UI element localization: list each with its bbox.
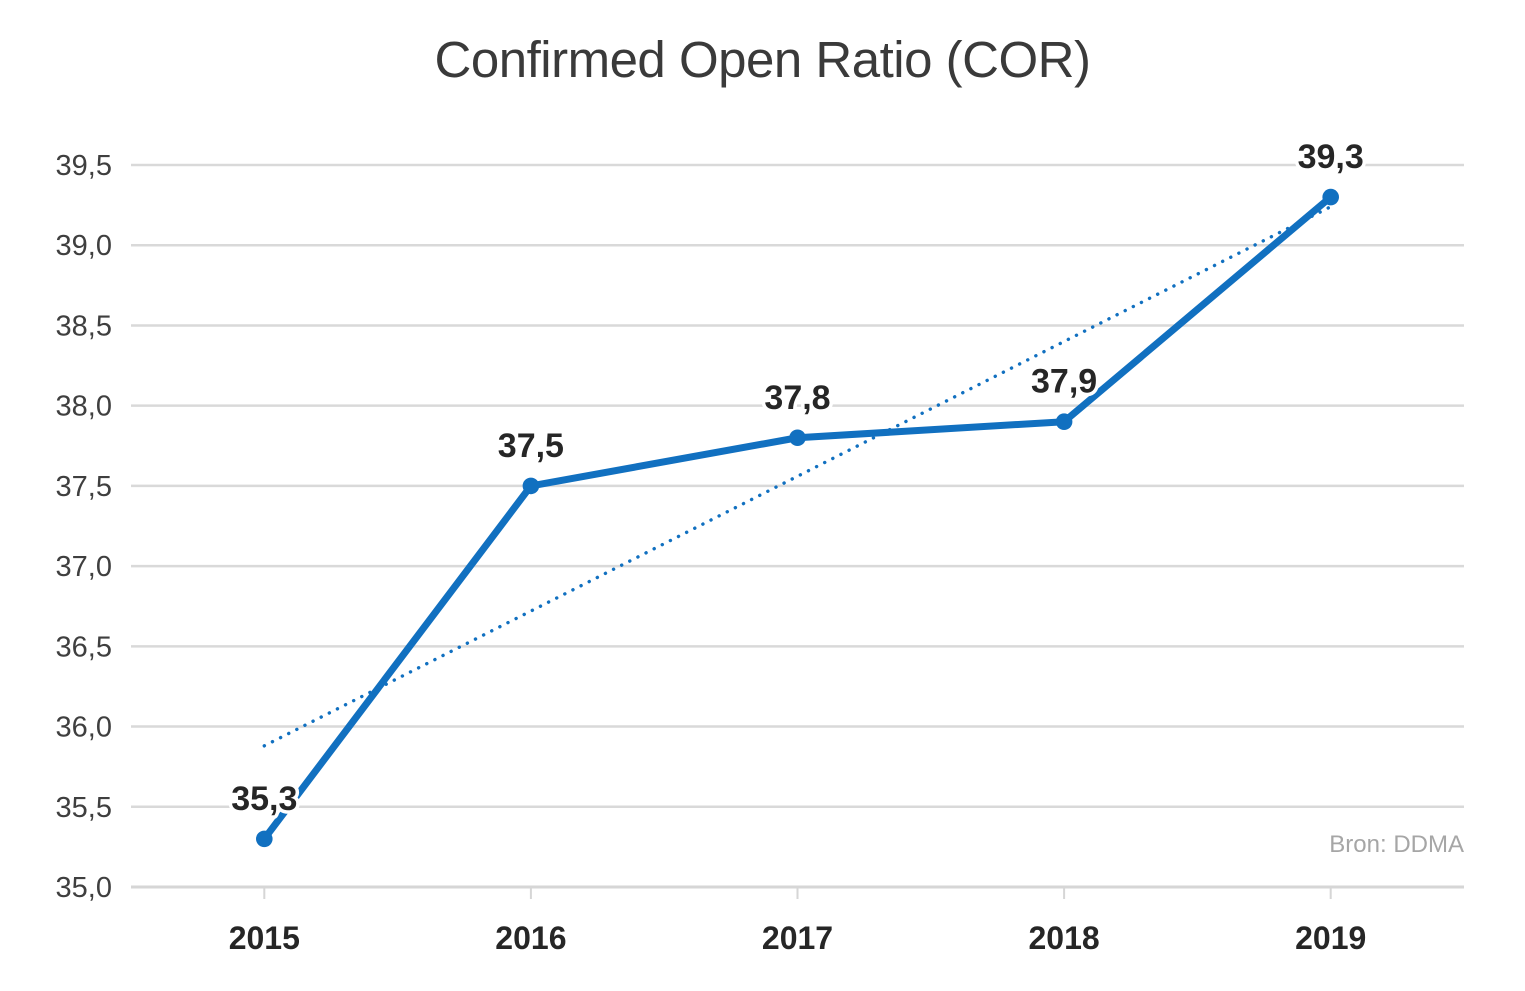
series-layer: [255, 188, 1339, 848]
trendline: [262, 205, 1333, 748]
data-point-label: 37,9: [1031, 363, 1097, 401]
data-point-marker: [1055, 413, 1073, 431]
data-point-marker: [1322, 188, 1339, 206]
y-axis-tick-label: 39,0: [56, 230, 112, 262]
data-point-marker: [255, 830, 273, 848]
x-axis-tick-label: 2016: [495, 920, 566, 956]
y-axis-tick-label: 36,0: [56, 712, 112, 744]
data-point-marker: [522, 477, 540, 495]
y-axis-tick-label: 39,5: [56, 150, 112, 182]
y-axis-tick-label: 38,5: [56, 310, 112, 342]
data-point-label: 37,5: [498, 427, 564, 465]
y-axis-tick-label: 35,0: [56, 872, 112, 904]
data-point-marker: [789, 429, 806, 447]
source-credit: Bron: DDMA: [1329, 831, 1464, 858]
y-axis-tick-label: 35,5: [56, 792, 112, 824]
x-axis-tick-label: 2018: [1029, 920, 1100, 956]
x-axis-tick-label: 2019: [1295, 920, 1366, 956]
y-axis-tick-label: 36,5: [56, 631, 112, 663]
axes-layer: 35,0 35,5 36,0 36,5 37,0 37,5 38,0 38,5 39,0 39,5…: [56, 150, 1464, 956]
data-point-label: 39,3: [1298, 138, 1364, 176]
x-axis-tick-label: 2015: [229, 920, 300, 956]
data-labels-layer: 35,3 37,5 37,8 37,9 39,3: [228, 135, 1368, 822]
y-axis-tick-label: 37,0: [56, 551, 112, 583]
data-point-label: 37,8: [764, 379, 830, 417]
chart-title: Confirmed Open Ratio (COR): [434, 31, 1091, 88]
x-axis-tick-label: 2017: [762, 920, 833, 956]
data-series-line: [260, 193, 1335, 843]
gridlines-layer: [131, 163, 1464, 809]
y-axis-tick-label: 38,0: [56, 391, 112, 423]
y-axis-tick-label: 37,5: [56, 471, 112, 503]
data-point-label: 35,3: [231, 780, 297, 818]
